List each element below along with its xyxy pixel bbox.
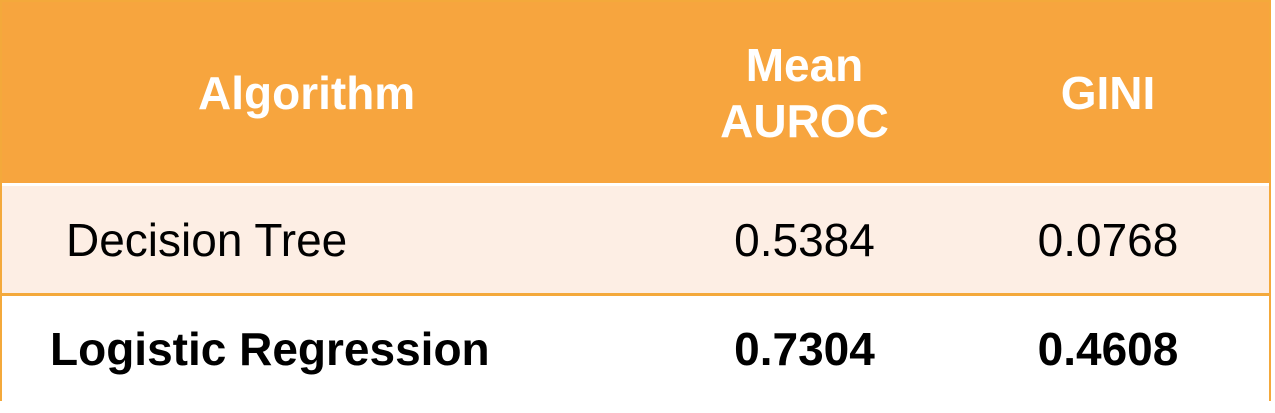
- table-row: Logistic Regression 0.7304 0.4608: [2, 293, 1269, 401]
- table-row: Decision Tree 0.5384 0.0768: [2, 183, 1269, 293]
- cell-algorithm: Decision Tree: [2, 186, 662, 293]
- results-table: Algorithm Mean AUROC GINI Decision Tree …: [0, 0, 1271, 401]
- header-algorithm-label: Algorithm: [198, 66, 416, 119]
- gini-value: 0.4608: [1037, 322, 1179, 375]
- cell-gini: 0.0768: [947, 186, 1269, 293]
- cell-mean-auroc: 0.5384: [662, 186, 947, 293]
- header-mean-auroc-line1: Mean: [745, 38, 864, 91]
- cell-algorithm: Logistic Regression: [2, 296, 662, 401]
- header-algorithm: Algorithm: [2, 2, 662, 183]
- cell-mean-auroc: 0.7304: [662, 296, 947, 401]
- gini-value: 0.0768: [1037, 213, 1179, 266]
- header-mean-auroc-line2: AUROC: [720, 94, 889, 147]
- table-header-row: Algorithm Mean AUROC GINI: [2, 2, 1269, 183]
- mean-auroc-value: 0.5384: [734, 213, 875, 266]
- algorithm-name: Decision Tree: [66, 213, 348, 266]
- algorithm-name: Logistic Regression: [50, 322, 490, 375]
- header-gini: GINI: [947, 2, 1269, 183]
- mean-auroc-value: 0.7304: [734, 322, 875, 375]
- header-gini-label: GINI: [1060, 66, 1156, 119]
- cell-gini: 0.4608: [947, 296, 1269, 401]
- header-mean-auroc: Mean AUROC: [662, 2, 947, 183]
